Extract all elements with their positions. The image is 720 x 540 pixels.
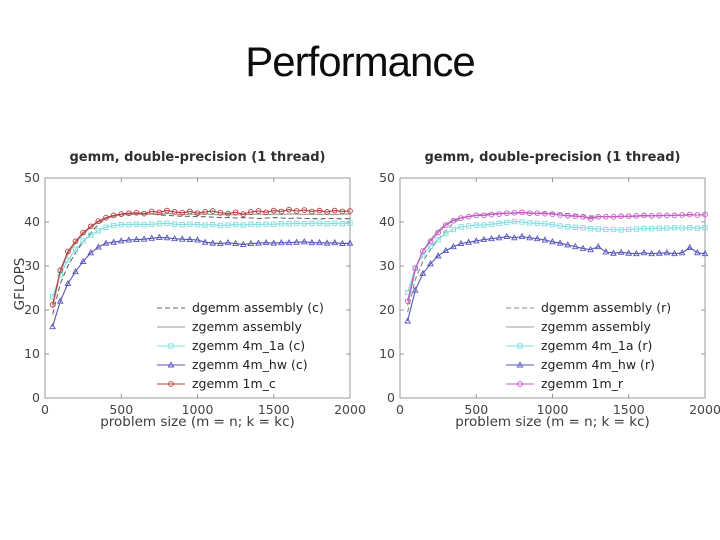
legend-item: zgemm 4m_hw (r) (505, 355, 671, 374)
svg-text:2000: 2000 (334, 402, 366, 417)
legend-circle-swatch (506, 380, 534, 387)
legend-label: zgemm 1m_r (541, 376, 624, 391)
legend-label: zgemm 4m_1a (r) (541, 338, 653, 353)
slide-title: Performance (245, 38, 475, 85)
legend-item: dgemm assembly (c) (156, 298, 324, 317)
svg-text:0: 0 (387, 390, 395, 405)
legend-line-swatch (506, 325, 534, 328)
legend-triangle-swatch (157, 360, 185, 367)
svg-text:500: 500 (464, 402, 488, 417)
svg-text:30: 30 (379, 258, 395, 273)
left-x-axis-label: problem size (m = n; k = kc) (100, 414, 295, 430)
legend-label: zgemm 4m_hw (r) (541, 357, 655, 372)
legend-line-swatch (157, 325, 185, 328)
right-x-axis-label: problem size (m = n; k = kc) (455, 414, 650, 430)
legend-label: zgemm 4m_1a (c) (192, 338, 306, 353)
svg-text:20: 20 (24, 302, 40, 317)
legend-item: zgemm 4m_1a (r) (505, 336, 671, 355)
legend-line-swatch (506, 306, 534, 309)
svg-text:10: 10 (24, 346, 40, 361)
svg-text:40: 40 (24, 214, 40, 229)
svg-text:1500: 1500 (613, 402, 645, 417)
right-plot-canvas: 0 500 1000 1500 2000 0 10 20 30 40 50 (379, 170, 720, 417)
legend-triangle-swatch (506, 360, 534, 367)
legend-item: dgemm assembly (r) (505, 298, 671, 317)
legend-label: zgemm assembly (541, 319, 651, 334)
legend-label: dgemm assembly (r) (541, 300, 672, 315)
legend-circle-swatch (157, 380, 185, 387)
svg-text:0: 0 (41, 402, 49, 417)
left-y-axis-label: GFLOPS (12, 257, 28, 311)
svg-text:0: 0 (32, 390, 40, 405)
right-chart-legend: dgemm assembly (r) zgemm assembly zgemm 4m… (505, 298, 671, 393)
legend-item: zgemm 4m_hw (c) (156, 355, 324, 374)
legend-item: zgemm 1m_r (505, 374, 671, 393)
svg-text:50: 50 (24, 170, 40, 185)
left-plot-canvas: 0 500 1000 1500 2000 0 10 20 30 40 50 (24, 170, 366, 417)
legend-label: zgemm 1m_c (192, 376, 276, 391)
svg-text:50: 50 (379, 170, 395, 185)
svg-text:2000: 2000 (689, 402, 720, 417)
legend-line-swatch (157, 306, 185, 309)
legend-label: zgemm 4m_hw (c) (192, 357, 308, 372)
legend-item: zgemm 1m_c (156, 374, 324, 393)
right-performance-chart: 0 500 1000 1500 2000 0 10 20 30 40 50 gemm, double… (363, 140, 720, 450)
legend-label: dgemm assembly (c) (192, 300, 324, 315)
svg-text:20: 20 (379, 302, 395, 317)
left-chart-legend: dgemm assembly (c) zgemm assembly zgemm 4m… (156, 298, 324, 393)
svg-text:1000: 1000 (182, 402, 214, 417)
svg-text:10: 10 (379, 346, 395, 361)
legend-item: zgemm assembly (156, 317, 324, 336)
legend-item: zgemm assembly (505, 317, 671, 336)
svg-text:40: 40 (379, 214, 395, 229)
left-chart-title: gemm, double-precision (1 thread) (69, 150, 326, 165)
legend-label: zgemm assembly (192, 319, 302, 334)
svg-text:1500: 1500 (258, 402, 290, 417)
left-performance-chart: 0 500 1000 1500 2000 0 10 20 30 40 50 gemm, double… (8, 140, 370, 450)
svg-text:0: 0 (396, 402, 404, 417)
legend-square-swatch (157, 342, 185, 349)
legend-square-swatch (506, 342, 534, 349)
legend-item: zgemm 4m_1a (c) (156, 336, 324, 355)
svg-text:30: 30 (24, 258, 40, 273)
right-chart-title: gemm, double-precision (1 thread) (424, 150, 681, 165)
svg-text:500: 500 (109, 402, 133, 417)
svg-text:1000: 1000 (537, 402, 569, 417)
